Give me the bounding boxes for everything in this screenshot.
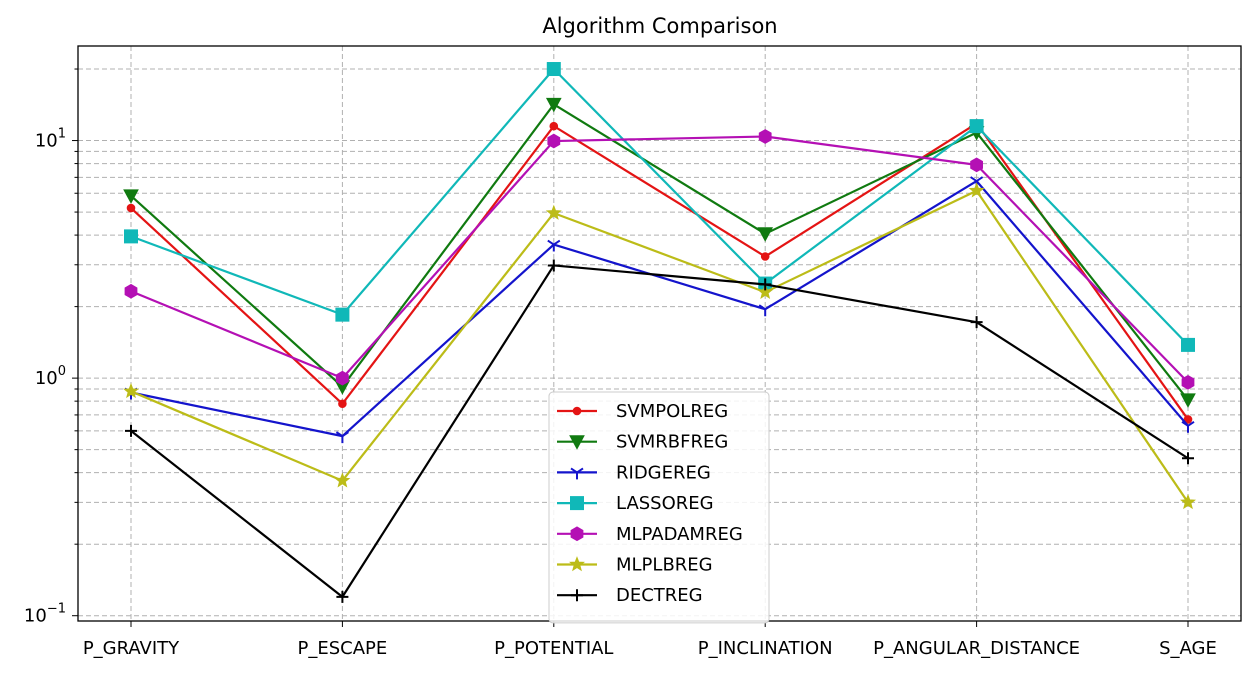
data-point-ridgereg [335,431,349,444]
data-point-svmpolreg [126,203,136,213]
data-point-svmrbfreg [1180,393,1196,408]
data-point-mlplbreg [334,472,351,488]
data-point-mlplbreg [1180,493,1196,510]
data-point-mlplbreg [968,182,985,198]
y-tick-label: 10−1 [24,602,66,627]
x-tick-label: P_POTENTIAL [494,638,613,659]
legend-label-dectreg: DECTREG [616,585,703,606]
data-point-svmrbfreg [757,227,774,242]
legend-entry-mlpadamreg: MLPADAMREG [557,524,743,545]
legend-label-mlpadamreg: MLPADAMREG [616,524,743,545]
legend-label-ridgereg: RIDGEREG [616,462,711,483]
legend-entry-svmrbfreg: SVMRBFREG [557,432,728,453]
axis-layer: P_GRAVITY P_ESCAPE P_POTENTIAL P_INCLINATIO… [24,68,1217,659]
legend-entry-svmpolreg: SVMPOLREG [557,401,728,422]
data-point-lassoreg [335,307,350,322]
data-point-svmpolreg [760,252,770,261]
x-tick-label: P_ANGULAR_DISTANCE [873,638,1080,659]
data-point-dectreg [759,278,772,291]
legend-marker-mlplbreg [569,556,585,572]
series-mlpadamreg [124,129,1195,390]
legend-entry-ridgereg: RIDGEREG [557,462,711,483]
data-point-dectreg [1182,452,1194,465]
data-point-dectreg [336,590,349,603]
data-point-dectreg [970,316,983,329]
data-point-lassoreg [1181,337,1195,352]
x-tick-label: P_INCLINATION [698,638,833,659]
legend-entry-mlplbreg: MLPLBREG [557,555,713,576]
series-mlplbreg [123,182,1196,510]
legend-marker-mlpadamreg [570,526,584,542]
data-point-svmpolreg [338,399,347,409]
data-point-dectreg [125,424,137,437]
data-point-lassoreg [546,62,561,77]
data-point-ridgereg [758,304,772,317]
data-point-ridgereg [547,239,561,252]
data-point-svmrbfreg [545,97,562,113]
series-line-svmrbfreg [130,103,1189,401]
data-point-mlpadamreg [547,133,561,149]
data-point-ridgereg [1181,420,1195,433]
data-point-mlpadamreg [970,157,983,173]
x-tick-label: P_GRAVITY [83,638,180,659]
series-layer [123,62,1196,603]
y-tick-label: 100 [35,364,66,389]
series-line-lassoreg [130,67,1189,346]
legend-marker-ridgereg [570,467,584,480]
series-line-mlplbreg [130,189,1189,503]
series-svmpolreg [126,119,1193,424]
series-dectreg [125,259,1194,603]
legend-marker-svmrbfreg [569,435,585,450]
series-line-svmpolreg [130,122,1189,421]
series-svmrbfreg [123,97,1196,408]
legend-label-svmpolreg: SVMPOLREG [616,401,728,422]
data-point-svmpolreg [549,121,559,131]
x-tick-label: P_ESCAPE [298,638,388,659]
legend-label-lassoreg: LASSOREG [616,493,714,514]
series-lassoreg [124,62,1195,352]
data-point-mlplbreg [545,204,562,220]
data-point-mlplbreg [123,382,139,399]
series-line-ridgereg [130,180,1189,438]
y-tick-label: 101 [35,127,66,152]
legend-marker-svmpolreg [572,406,582,416]
x-tick-label: S_AGE [1159,638,1217,659]
legend: SVMPOLREG SVMRBFREG RIDGEREG LASSOREG MLPADA… [548,391,770,624]
series-ridgereg [124,176,1195,444]
legend-marker-lassoreg [570,496,584,511]
data-point-mlpadamreg [758,129,772,144]
data-point-svmpolreg [1183,415,1193,424]
series-line-dectreg [130,264,1189,599]
data-point-mlpadamreg [336,370,349,386]
legend-entry-dectreg: DECTREG [557,585,703,606]
grid-layer [78,46,1241,621]
data-point-svmrbfreg [123,189,139,204]
data-point-mlplbreg [757,283,774,299]
data-point-lassoreg [969,119,984,134]
series-line-mlpadamreg [130,135,1189,384]
data-point-lassoreg [124,229,138,244]
legend-entry-lassoreg: LASSOREG [557,493,714,514]
legend-label-mlplbreg: MLPLBREG [616,555,713,576]
data-point-mlpadamreg [124,283,138,299]
legend-box [548,391,770,624]
legend-label-svmrbfreg: SVMRBFREG [616,432,728,453]
data-point-mlpadamreg [1181,374,1195,390]
chart-title: Algorithm Comparison [542,14,777,38]
legend-marker-dectreg [571,589,583,602]
data-point-dectreg [547,259,560,272]
